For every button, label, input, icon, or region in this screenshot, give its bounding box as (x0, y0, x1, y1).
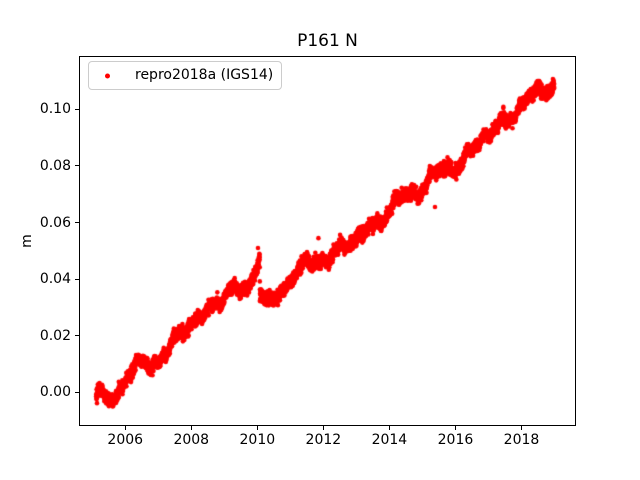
y-tick-mark (75, 108, 79, 110)
x-tick-mark (322, 426, 324, 430)
chart-title: P161 N (297, 31, 358, 51)
y-tick-mark (75, 335, 79, 337)
legend: repro2018a (IGS14) (88, 61, 282, 90)
x-tick-label: 2014 (371, 432, 408, 448)
x-tick-mark (190, 426, 192, 430)
y-axis-label: m (19, 234, 35, 248)
x-tick-mark (454, 426, 456, 430)
x-tick-label: 2006 (107, 432, 144, 448)
y-tick-label: 0.06 (39, 214, 71, 231)
x-tick-label: 2016 (437, 432, 474, 448)
legend-label: repro2018a (IGS14) (135, 67, 274, 83)
x-tick-label: 2008 (173, 432, 210, 448)
x-tick-mark (124, 426, 126, 430)
x-tick-mark (388, 426, 390, 430)
y-tick-label: 0.08 (39, 157, 71, 174)
plot-area (79, 56, 576, 426)
y-tick-mark (75, 278, 79, 280)
x-tick-label: 2018 (503, 432, 540, 448)
y-tick-label: 0.02 (39, 327, 71, 344)
y-tick-label: 0.10 (39, 101, 71, 118)
x-tick-mark (521, 426, 522, 430)
x-tick-label: 2010 (239, 432, 276, 448)
x-tick-label: 2012 (305, 432, 342, 448)
y-tick-mark (75, 222, 79, 224)
y-tick-label: 0.04 (39, 271, 71, 288)
x-tick-mark (256, 426, 258, 430)
legend-red-dot-icon (105, 73, 110, 78)
y-tick-label: 0.00 (39, 384, 71, 401)
y-tick-mark (75, 165, 79, 167)
y-tick-mark (75, 391, 79, 393)
